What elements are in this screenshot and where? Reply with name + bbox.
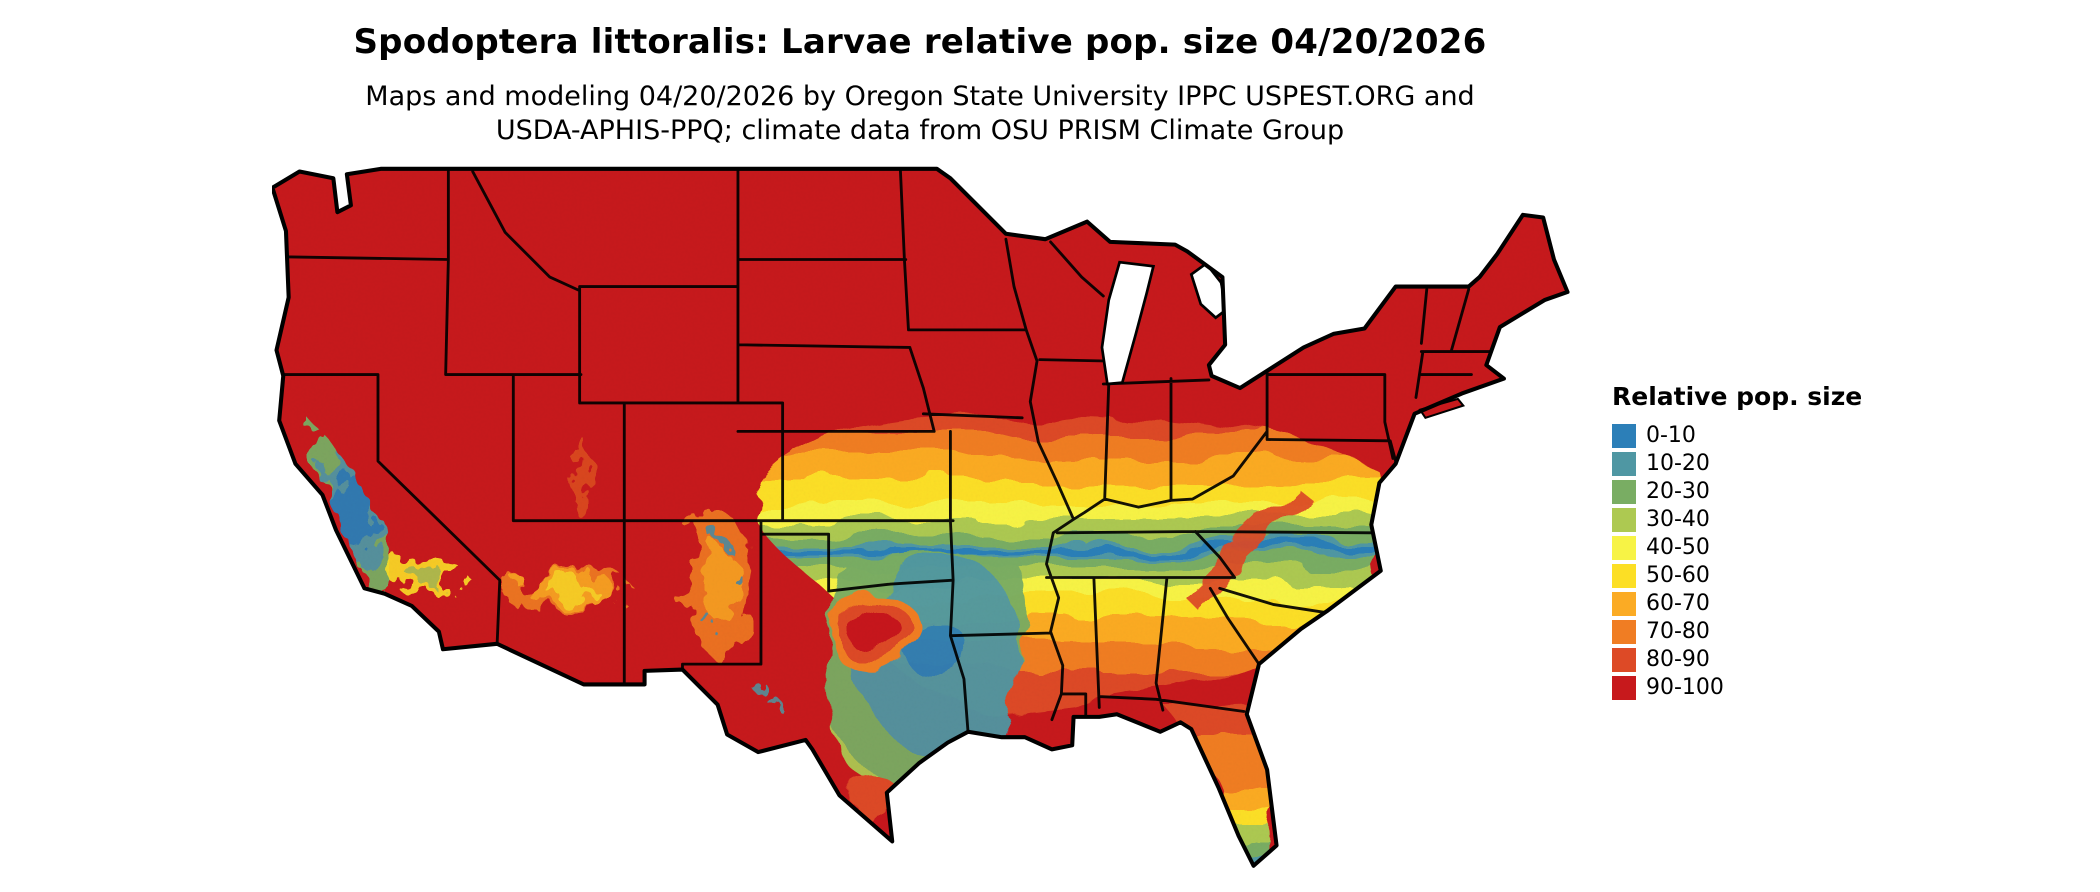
legend-swatch [1612,647,1636,672]
legend-label: 40-50 [1646,535,1710,560]
legend-item: 80-90 [1612,647,1862,672]
legend-label: 30-40 [1646,507,1710,532]
legend-label: 0-10 [1646,423,1696,448]
legend-item: 50-60 [1612,563,1862,588]
legend-swatch [1612,591,1636,616]
legend-swatch [1612,507,1636,532]
us-map [272,158,1572,882]
legend-swatch [1612,423,1636,448]
figure-header: Spodoptera littoralis: Larvae relative p… [0,22,1840,148]
subtitle-line-1: Maps and modeling 04/20/2026 by Oregon S… [365,81,1475,112]
legend-swatch [1612,451,1636,476]
legend-item: 60-70 [1612,591,1862,616]
lake-michigan [1100,260,1156,386]
legend-swatch [1612,675,1636,700]
figure-subtitle: Maps and modeling 04/20/2026 by Oregon S… [0,80,1840,148]
legend-swatch [1612,619,1636,644]
legend: Relative pop. size 0-10 10-20 20-30 30-4… [1612,382,1862,703]
legend-swatch [1612,479,1636,504]
legend-item: 70-80 [1612,619,1862,644]
state-borders [277,168,1494,734]
us-outline [272,166,1570,868]
legend-title: Relative pop. size [1612,382,1863,411]
legend-label: 90-100 [1646,675,1724,700]
legend-item: 0-10 [1612,423,1862,448]
figure-title: Spodoptera littoralis: Larvae relative p… [353,22,1487,62]
legend-label: 20-30 [1646,479,1710,504]
legend-item: 20-30 [1612,479,1862,504]
subtitle-line-2: USDA-APHIS-PPQ; climate data from OSU PR… [495,114,1345,146]
legend-item: 10-20 [1612,451,1862,476]
legend-swatch [1612,563,1636,588]
legend-label: 50-60 [1646,563,1710,588]
us-map-svg [272,166,1570,868]
legend-label: 60-70 [1646,591,1710,616]
legend-label: 80-90 [1646,647,1710,672]
legend-item: 30-40 [1612,507,1862,532]
legend-item: 40-50 [1612,535,1862,560]
legend-swatch [1612,535,1636,560]
legend-item: 90-100 [1612,675,1862,700]
legend-label: 70-80 [1646,619,1710,644]
legend-label: 10-20 [1646,451,1710,476]
